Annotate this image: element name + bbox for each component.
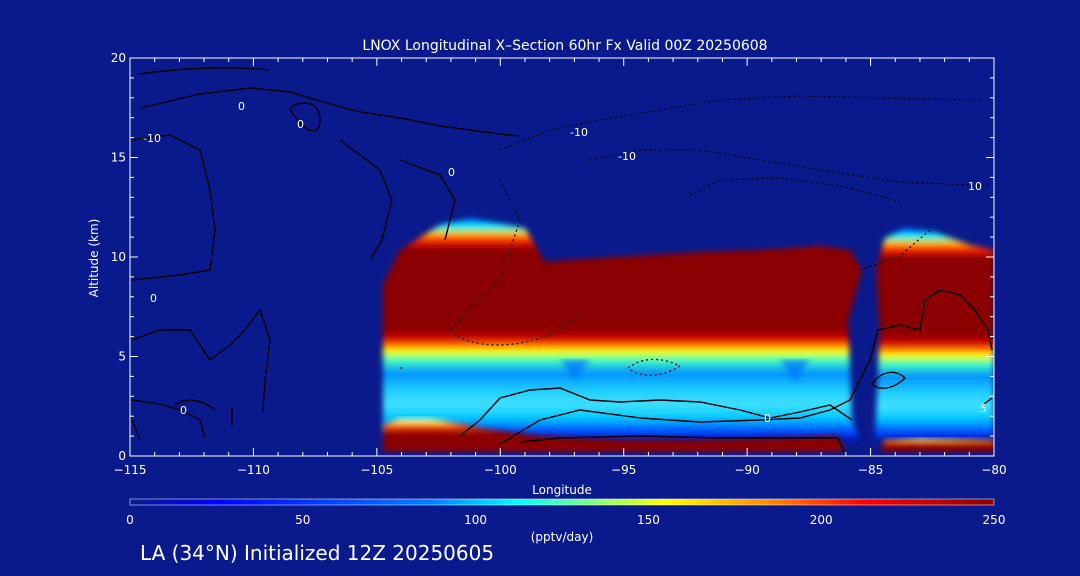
- contour-line: [499, 95, 981, 151]
- contour-line: [871, 371, 906, 389]
- contour-line: [983, 397, 993, 405]
- heatmap-field: 0 0 -10 -10 0 0 0 10 -10 0 5: [131, 67, 994, 453]
- x-axis: −115 −110 −105 −100 −95 −90 −85 −80: [114, 58, 1007, 477]
- y-tick-label: 10: [111, 250, 126, 264]
- contour-label: 0: [297, 118, 304, 131]
- colorbar-ticks: 0 50 100 150 200 250: [126, 513, 1005, 527]
- footnote: LA (34°N) Initialized 12Z 20250605: [140, 541, 495, 565]
- x-tick-label: −95: [611, 463, 636, 477]
- contour-line: [289, 102, 321, 132]
- contour-line: [339, 139, 393, 261]
- x-tick-label: −85: [858, 463, 883, 477]
- contour-line: [131, 308, 271, 413]
- colorbar-tick-label: 150: [637, 513, 660, 527]
- contour-line: [449, 313, 581, 346]
- y-tick-label: 15: [111, 151, 126, 165]
- contour-line: [399, 159, 456, 241]
- contour-line: [139, 87, 521, 137]
- contour-label-group: 0 0 -10 -10 0 0 0 10 -10 0 5: [143, 100, 987, 425]
- contour-line: [769, 404, 853, 421]
- dashed-contour-lines: [400, 95, 991, 376]
- x-tick-label: −115: [114, 463, 147, 477]
- contour-line: [131, 419, 141, 441]
- y-tick-label: 20: [111, 51, 126, 65]
- colorbar-label: (pptv/day): [531, 530, 594, 544]
- contour-line: [131, 134, 216, 281]
- contour-label: 0: [448, 166, 455, 179]
- contour-line: [174, 399, 216, 411]
- contour-line: [459, 387, 771, 437]
- contour-label: 10: [968, 180, 982, 193]
- contour-label: 0: [180, 404, 187, 417]
- colorbar-tick-label: 100: [464, 513, 487, 527]
- y-tick-label: 0: [118, 449, 126, 463]
- contour-label: 5: [980, 402, 987, 415]
- colorbar-tick-label: 50: [295, 513, 310, 527]
- x-tick-label: −80: [981, 463, 1006, 477]
- contour-line: [499, 289, 993, 445]
- contour-line: [589, 149, 991, 187]
- heatmap-trough: [560, 360, 810, 382]
- contour-line: [139, 67, 271, 75]
- colorbar-tick-label: 0: [126, 513, 134, 527]
- contour-lines: [131, 67, 993, 453]
- chart-title: LNOX Longitudinal X–Section 60hr Fx Vali…: [362, 38, 767, 54]
- y-tick-label: 5: [118, 350, 126, 364]
- x-tick-label: −90: [734, 463, 759, 477]
- colorbar: [129, 498, 995, 506]
- contour-line: [519, 435, 845, 453]
- heatmap-low-strip-1: [383, 418, 845, 452]
- contour-line: [627, 358, 682, 376]
- colorbar-tick-label: 200: [810, 513, 833, 527]
- heatmap-low-strip-2: [880, 438, 994, 452]
- contour-line: [131, 399, 206, 439]
- x-axis-label: Longitude: [532, 483, 592, 497]
- contour-label: 0: [764, 412, 771, 425]
- x-tick-label: −105: [360, 463, 393, 477]
- colorbar-tick-label: 250: [983, 513, 1006, 527]
- x-tick-label: −110: [237, 463, 270, 477]
- contour-label: -10: [143, 132, 161, 145]
- y-axis: 0 5 10 15 20: [111, 51, 994, 463]
- heatmap-band-2: [875, 228, 994, 440]
- contour-label: -10: [618, 150, 636, 163]
- y-axis-label: Altitude (km): [87, 219, 101, 298]
- contour-label: 0: [150, 292, 157, 305]
- contour-label: -10: [570, 126, 588, 139]
- contour-label: 0: [238, 100, 245, 113]
- x-tick-label: −100: [484, 463, 517, 477]
